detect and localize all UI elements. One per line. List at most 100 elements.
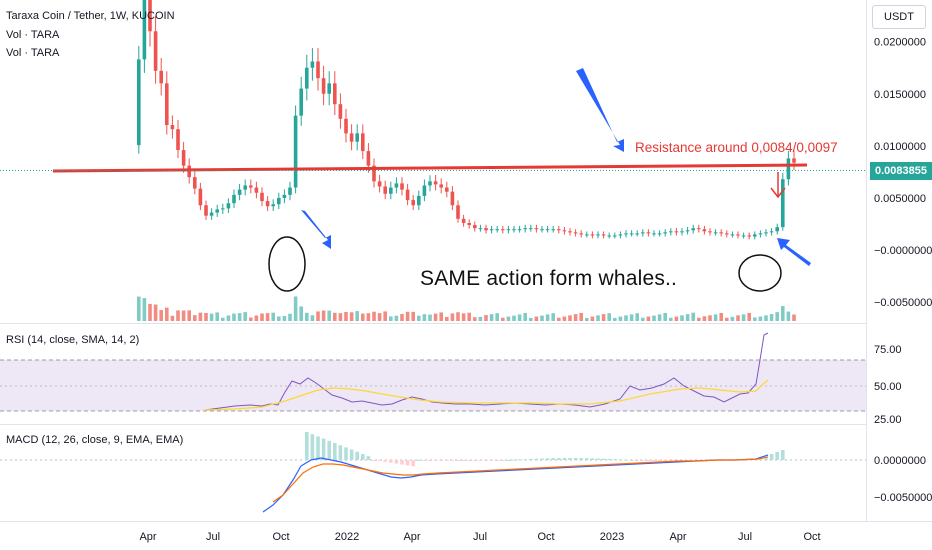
histogram-bar (590, 458, 595, 460)
candle-body (713, 232, 718, 234)
histogram-bar (461, 460, 466, 461)
volume-bar (702, 316, 707, 321)
volume-bar (629, 314, 634, 321)
histogram-bar (366, 456, 371, 460)
volume-bar (377, 313, 382, 321)
volume-bar (501, 317, 505, 321)
candle-body (243, 185, 247, 190)
candle-body (557, 229, 561, 231)
candle-body (153, 31, 158, 71)
volume-bar (540, 315, 544, 321)
histogram-bar (657, 460, 662, 461)
time-tick-label: Apr (403, 531, 420, 543)
histogram-bar (394, 460, 399, 464)
histogram-bar (456, 460, 460, 461)
histogram-bar (573, 458, 578, 460)
volume-bar (243, 312, 247, 321)
volume-bar (366, 313, 371, 321)
histogram-bar (411, 460, 415, 467)
histogram-bar (417, 459, 421, 461)
candle-body (573, 232, 578, 234)
symbol-legend[interactable]: Taraxa Coin / Tether, 1W, KUCOIN (6, 10, 175, 22)
rsi-line (204, 332, 769, 411)
volume-bar (288, 313, 292, 321)
volume-legend[interactable]: Vol · TARA (6, 47, 60, 59)
volume-bar (433, 313, 438, 321)
candle-body (417, 195, 421, 206)
histogram-bar (467, 460, 471, 461)
histogram-bar (629, 459, 634, 461)
candle-body (355, 133, 359, 142)
volume-bar (517, 314, 522, 321)
histogram-bar (383, 460, 387, 462)
volume-bar (221, 317, 225, 321)
price-tick-label: 0.0200000 (874, 37, 926, 49)
volume-bar (165, 307, 169, 321)
volume-bar (153, 304, 158, 321)
histogram-bar (439, 460, 443, 461)
candle-body (489, 229, 494, 231)
volume-bar (573, 314, 578, 321)
macd-tick-label: 0.0000000 (874, 455, 926, 467)
rsi-tick-label: 25.00 (874, 414, 902, 426)
histogram-bar (450, 460, 455, 461)
candle-body (741, 235, 746, 237)
volume-bar (495, 313, 499, 321)
volume-bar (775, 312, 779, 321)
histogram-bar (529, 458, 533, 460)
candle-body (551, 229, 555, 231)
volume-bar (467, 312, 471, 321)
volume-bar (450, 313, 455, 321)
candle-body (758, 233, 763, 235)
volume-bar (193, 315, 197, 321)
candle-body (249, 185, 253, 188)
macd-line (262, 454, 769, 513)
candle-body (193, 177, 197, 189)
histogram-bar (484, 460, 488, 461)
arrow-annotation (301, 210, 331, 249)
volume-bar (624, 315, 628, 321)
volume-bar (355, 311, 359, 321)
histogram-bar (310, 434, 315, 460)
histogram-bar (512, 459, 516, 461)
candle-body (590, 234, 595, 236)
volume-bar (713, 314, 718, 321)
candle-body (137, 59, 141, 146)
candle-body (607, 235, 611, 237)
macd-tick-label: −0.0050000 (874, 492, 932, 504)
volume-legend[interactable]: Vol · TARA (6, 29, 60, 41)
candle-body (305, 67, 309, 89)
rsi-ma-line (204, 379, 769, 411)
time-tick-label: Jul (738, 531, 752, 543)
histogram-bar (669, 460, 673, 461)
time-tick-label: 2023 (600, 531, 624, 543)
rsi-legend[interactable]: RSI (14, close, SMA, 14, 2) (6, 334, 140, 346)
candle-body (327, 83, 331, 94)
candle-body (545, 229, 550, 231)
candle-body (148, 0, 152, 32)
histogram-bar (321, 438, 326, 460)
volume-bar (237, 313, 242, 321)
volume-bar (260, 313, 264, 321)
price-tick-label: 0.0100000 (874, 141, 926, 153)
price-axis: 0.0200000 0.0150000 0.0100000 0.0050000 −0.0… (874, 37, 932, 309)
volume-bar (333, 312, 337, 321)
price-tick-label: 0.0150000 (874, 89, 926, 101)
volume-bar (534, 316, 539, 321)
volume-bar (249, 317, 253, 321)
volume-bar (747, 312, 751, 321)
candle-body (344, 118, 348, 134)
candle-body (674, 231, 679, 233)
circle-annotation (738, 254, 782, 292)
volume-bar (691, 312, 695, 321)
histogram-bar (764, 458, 768, 460)
price-tick-label: 0.0050000 (874, 193, 926, 205)
volume-bar (181, 310, 186, 321)
currency-button[interactable]: USDT (872, 5, 926, 29)
histogram-bar (489, 460, 494, 461)
candle-body (389, 187, 393, 194)
time-tick-label: Apr (669, 531, 686, 543)
macd-legend[interactable]: MACD (12, 26, close, 9, EMA, EMA) (6, 434, 184, 446)
volume-bar (786, 311, 791, 321)
